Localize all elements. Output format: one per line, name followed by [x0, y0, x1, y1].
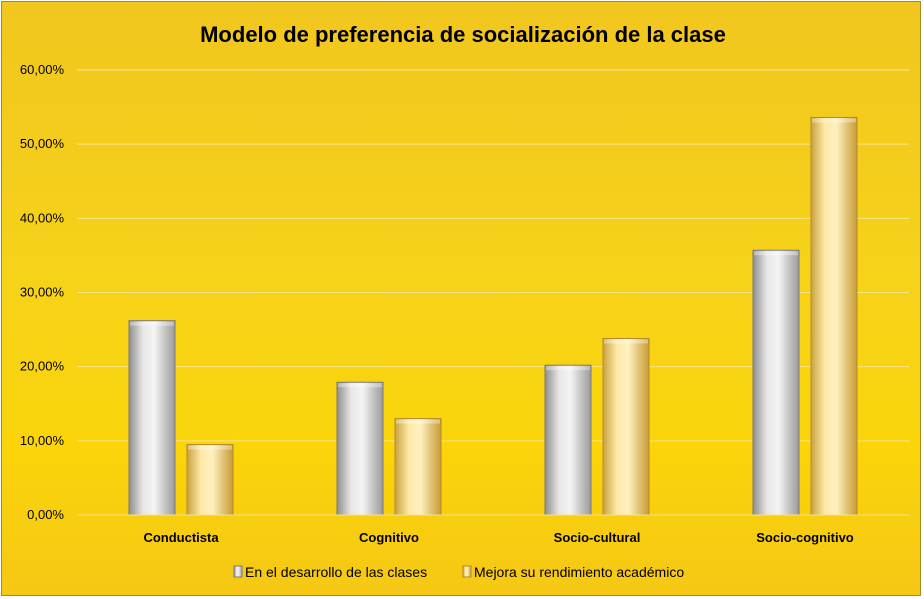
y-tick-label: 30,00%: [20, 285, 65, 300]
bar-bevel: [130, 321, 174, 326]
x-tick-label: Conductista: [143, 530, 219, 545]
bar-bevel: [396, 419, 440, 424]
bar-bevel: [188, 445, 232, 450]
x-tick-label: Socio-cognitivo: [756, 530, 854, 545]
legend-label: Mejora su rendimiento académico: [474, 564, 684, 580]
y-tick-label: 10,00%: [20, 433, 65, 448]
x-tick-label: Cognitivo: [359, 530, 419, 545]
legend-marker: [462, 565, 472, 578]
bar-conductista-series-1: [128, 320, 176, 516]
bar-bevel: [604, 339, 648, 344]
bar-socio-cognitivo-series-1: [752, 249, 800, 516]
y-tick-label: 40,00%: [20, 210, 65, 225]
bar-cognitivo-series-1: [336, 381, 384, 516]
bar-bevel: [338, 383, 382, 388]
bar-bevel: [812, 118, 856, 123]
legend-marker: [233, 565, 243, 578]
bar-socio-cognitivo-series-2: [810, 116, 858, 516]
bar-bevel: [546, 366, 590, 371]
y-tick-label: 20,00%: [20, 359, 65, 374]
bar-conductista-series-2: [186, 444, 234, 516]
y-tick-label: 50,00%: [20, 136, 65, 151]
bar-socio-cultural-series-2: [602, 337, 650, 516]
bar-socio-cultural-series-1: [544, 364, 592, 516]
x-tick-label: Socio-cultural: [554, 530, 641, 545]
y-tick-label: 0,00%: [27, 507, 64, 522]
y-tick-label: 60,00%: [20, 62, 65, 77]
chart-title: Modelo de preferencia de socialización d…: [200, 22, 726, 47]
bar-cognitivo-series-2: [394, 418, 442, 516]
bar-bevel: [754, 251, 798, 256]
legend-label: En el desarrollo de las clases: [245, 564, 427, 580]
